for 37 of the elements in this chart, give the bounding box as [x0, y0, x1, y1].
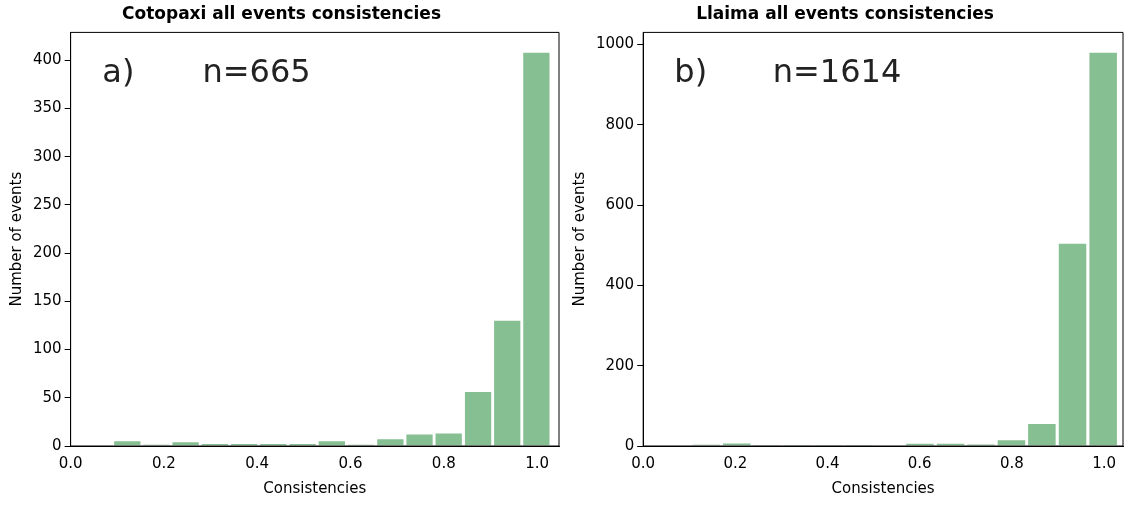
- x-tick-label: 0.6: [338, 453, 363, 472]
- x-tick-label: 0.0: [631, 453, 656, 472]
- x-tick-label: 0.2: [723, 453, 748, 472]
- y-tick-label: 400: [32, 50, 62, 69]
- y-tick-label: 0: [624, 435, 635, 454]
- x-axis-title: Consistencies: [831, 478, 935, 497]
- annotation: n=665: [202, 52, 311, 91]
- y-tick-label: 350: [32, 98, 62, 117]
- y-tick-label: 600: [605, 194, 635, 213]
- x-axis-title: Consistencies: [263, 478, 367, 497]
- y-axis-title: Number of events: [569, 171, 588, 307]
- x-tick-label: 0.6: [907, 453, 932, 472]
- chart-title: Llaima all events consistencies: [696, 2, 994, 23]
- x-tick-label: 0.4: [245, 453, 270, 472]
- x-tick-label: 0.8: [431, 453, 456, 472]
- y-tick-label: 150: [32, 291, 62, 310]
- x-tick-label: 1.0: [1092, 453, 1117, 472]
- y-tick-label: 0: [52, 435, 62, 454]
- annotation: b): [674, 52, 708, 91]
- y-tick-label: 800: [605, 114, 635, 133]
- y-tick-label: 250: [32, 194, 62, 213]
- x-tick-label: 0.2: [151, 453, 176, 472]
- y-axis-title: Number of events: [6, 171, 25, 307]
- annotation: a): [102, 52, 135, 91]
- y-tick-label: 400: [605, 275, 635, 294]
- x-tick-label: 1.0: [525, 453, 550, 472]
- x-tick-label: 0.4: [815, 453, 840, 472]
- x-tick-label: 0.0: [58, 453, 83, 472]
- y-tick-label: 300: [32, 146, 62, 165]
- chart-title: Cotopaxi all events consistencies: [122, 2, 441, 23]
- y-tick-label: 200: [605, 355, 635, 374]
- annotation: n=1614: [772, 52, 902, 91]
- y-tick-label: 200: [32, 243, 62, 262]
- y-tick-label: 1000: [595, 34, 635, 53]
- y-tick-label: 50: [42, 387, 62, 406]
- y-tick-label: 100: [32, 339, 62, 358]
- x-tick-label: 0.8: [999, 453, 1024, 472]
